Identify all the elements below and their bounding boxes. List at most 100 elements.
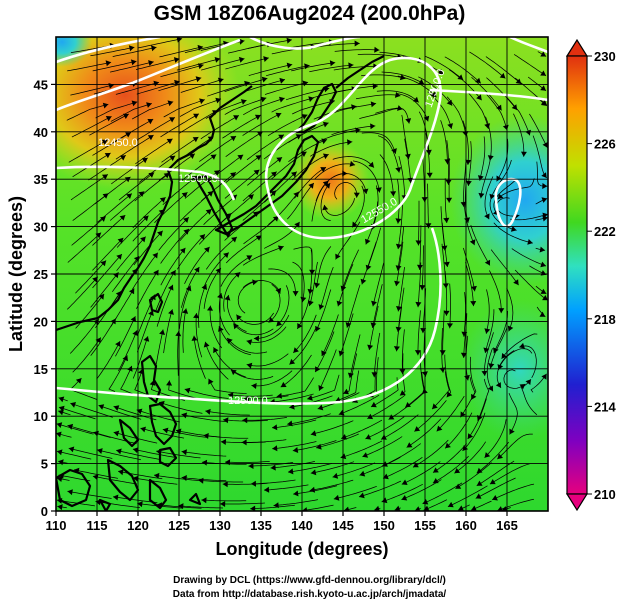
streamline	[160, 247, 186, 286]
streamline-arrow	[260, 96, 267, 103]
streamline-arrow	[436, 425, 443, 432]
streamline-arrow	[353, 192, 360, 198]
streamline-arrow	[246, 339, 253, 346]
streamline	[314, 43, 360, 48]
streamline	[161, 136, 199, 163]
streamline-arrow	[310, 430, 317, 437]
streamline-arrow	[381, 497, 388, 504]
streamline	[132, 477, 178, 485]
streamline	[470, 224, 491, 266]
streamline-arrow	[371, 300, 377, 307]
streamline	[309, 64, 354, 73]
streamline-arrow	[205, 408, 211, 415]
streamline	[337, 263, 354, 307]
streamline	[465, 262, 474, 307]
streamline-arrow	[315, 325, 321, 332]
streamline	[401, 114, 409, 160]
streamline-arrow	[223, 417, 229, 424]
streamline-arrow	[542, 183, 548, 189]
streamline	[291, 62, 336, 72]
streamline-arrow	[140, 426, 146, 433]
contour-label-south: 12500.0	[228, 395, 268, 407]
streamline	[404, 138, 412, 184]
streamline-arrow	[123, 113, 129, 119]
streamline-arrow	[222, 481, 228, 488]
streamline-arrow	[118, 469, 124, 476]
streamline-arrow	[413, 462, 419, 468]
colorbar-body	[566, 55, 588, 495]
streamline-arrow	[159, 329, 165, 335]
streamline	[496, 138, 509, 182]
contour-12500-top	[249, 37, 361, 50]
streamline-arrow	[370, 123, 376, 130]
streamline-arrow	[360, 278, 367, 285]
streamline-arrow	[367, 344, 374, 350]
streamline	[404, 372, 426, 408]
streamline-arrow	[362, 452, 369, 458]
streamline-arrow	[371, 372, 378, 378]
streamline-arrow	[104, 153, 111, 159]
streamline-arrow	[395, 265, 402, 271]
streamline-arrow	[476, 467, 483, 474]
streamline	[69, 377, 98, 400]
colorbar-ticks: 210 214 218 222 226 230	[587, 49, 616, 502]
streamline	[292, 440, 337, 452]
streamline	[67, 61, 112, 72]
streamline-arrow	[122, 355, 128, 362]
streamline-arrow	[323, 153, 329, 160]
warm-region-northwest	[56, 37, 240, 190]
streamline	[489, 199, 517, 231]
streamline-arrow	[374, 505, 380, 511]
streamline	[270, 461, 315, 469]
streamline	[118, 330, 138, 372]
streamline	[97, 449, 141, 461]
colorbar-tick-label: 226	[594, 137, 616, 152]
streamline	[440, 120, 448, 165]
streamline-arrow	[419, 285, 426, 291]
streamline-arrow	[343, 388, 349, 395]
streamline	[401, 329, 405, 375]
streamline-arrow	[359, 470, 366, 477]
streamline-arrow	[253, 335, 259, 342]
streamline-arrow	[539, 246, 546, 253]
streamline	[280, 354, 312, 388]
streamline	[484, 309, 495, 354]
streamline	[292, 261, 305, 303]
y-tick-label: 45	[34, 77, 48, 92]
streamline	[520, 378, 538, 416]
streamline-arrow	[270, 464, 276, 471]
streamline-arrow	[166, 138, 173, 145]
streamline	[398, 156, 406, 201]
streamline	[388, 392, 425, 420]
x-tick-label: 155	[414, 518, 436, 533]
streamline	[397, 178, 400, 224]
streamline	[136, 117, 176, 141]
streamline	[489, 463, 530, 485]
streamline	[92, 237, 124, 271]
streamline	[264, 221, 300, 249]
streamline	[463, 162, 467, 208]
streamline	[490, 249, 519, 286]
streamline	[309, 249, 313, 295]
streamline	[241, 79, 286, 93]
streamline-arrow	[443, 310, 450, 316]
streamline-arrow	[197, 63, 204, 70]
streamline	[209, 305, 223, 349]
streamline	[493, 180, 516, 216]
streamline	[506, 288, 514, 332]
streamline	[271, 419, 317, 429]
streamline-arrow	[293, 191, 299, 198]
streamline	[323, 198, 355, 216]
streamline-arrow	[447, 123, 453, 129]
streamline	[67, 232, 102, 263]
streamline	[160, 113, 200, 138]
streamline-arrow	[497, 506, 503, 511]
streamline	[94, 176, 131, 205]
streamline	[427, 183, 429, 229]
streamline	[108, 355, 128, 392]
streamline	[372, 185, 379, 230]
streamline	[67, 490, 112, 499]
streamline-arrow	[255, 235, 262, 241]
streamline	[444, 354, 452, 398]
x-axis-ticks: 110 115 120 125 130 135 140 145 150 155 160 165	[46, 511, 518, 533]
